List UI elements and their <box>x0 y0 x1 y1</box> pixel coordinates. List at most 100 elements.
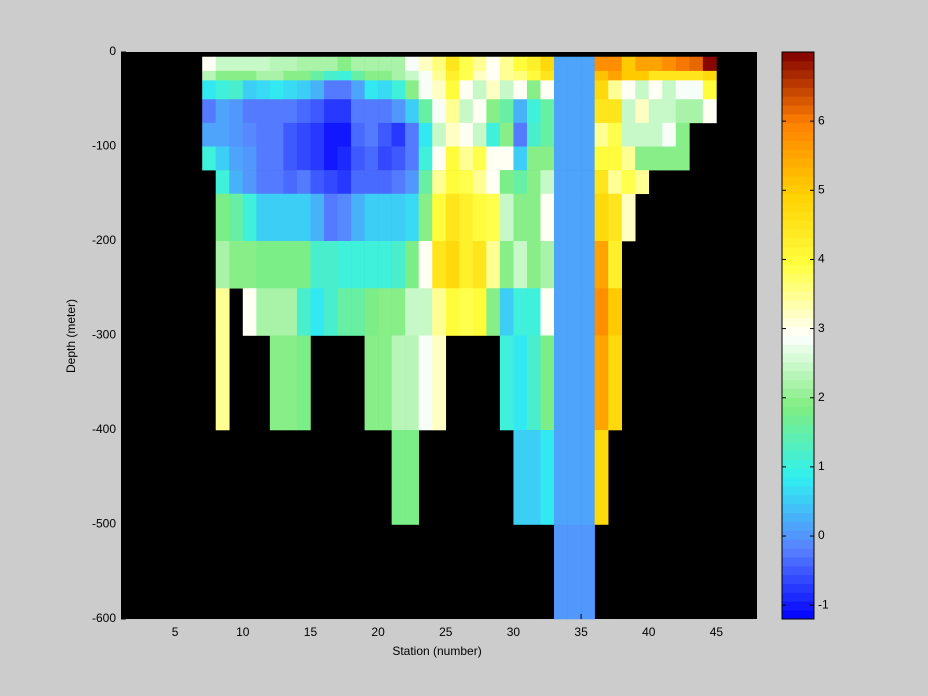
heatmap-cell <box>378 193 392 242</box>
heatmap-cell <box>608 241 622 289</box>
heatmap-cell <box>486 99 501 124</box>
colorbar-band <box>782 140 814 150</box>
heatmap-cell <box>554 170 568 195</box>
heatmap-cell <box>554 430 568 525</box>
heatmap-cell <box>608 170 622 195</box>
heatmap-cell <box>513 99 528 124</box>
x-tick-label: 30 <box>507 625 521 639</box>
heatmap-cell <box>310 288 325 336</box>
heatmap-cell <box>675 70 690 81</box>
heatmap-cell <box>648 80 663 100</box>
heatmap-cell <box>513 56 528 72</box>
heatmap-cell <box>513 241 528 289</box>
heatmap-cell <box>567 70 582 81</box>
heatmap-cell <box>351 288 365 336</box>
heatmap-cell <box>526 70 541 81</box>
colorbar-tick-label: 3 <box>818 321 825 335</box>
heatmap-cell <box>351 122 365 147</box>
colorbar-band <box>782 477 814 487</box>
colorbar-band <box>782 96 814 106</box>
heatmap-cell <box>391 430 406 525</box>
heatmap-cell <box>499 241 514 289</box>
heatmap-cell <box>648 122 663 147</box>
heatmap-cell <box>689 56 704 72</box>
heatmap-cell <box>405 99 420 124</box>
heatmap-cell <box>310 146 325 171</box>
colorbar-tick-label: 2 <box>818 390 825 404</box>
heatmap-cell <box>540 146 555 171</box>
heatmap-cell <box>432 335 447 431</box>
heatmap-cell <box>337 241 352 289</box>
heatmap-cell <box>256 241 271 289</box>
heatmap-cell <box>472 146 487 171</box>
heatmap-cell <box>486 56 501 72</box>
y-tick-label: -300 <box>92 328 116 342</box>
heatmap-cell <box>296 288 311 336</box>
heatmap-cell <box>432 70 447 81</box>
heatmap-cell <box>594 430 609 525</box>
colorbar-tick-label: 6 <box>818 113 825 127</box>
colorbar-band <box>782 229 814 239</box>
heatmap-cell <box>486 122 501 147</box>
colorbar-band <box>782 246 814 257</box>
heatmap-cell <box>351 56 365 72</box>
heatmap-cell <box>526 146 541 171</box>
colorbar-band <box>782 388 814 398</box>
heatmap-cell <box>351 70 365 81</box>
heatmap-cell <box>621 193 636 242</box>
heatmap-cell <box>581 99 595 124</box>
heatmap-cell <box>526 430 541 525</box>
heatmap-cell <box>594 241 609 289</box>
heatmap-cell <box>635 70 650 81</box>
heatmap-cell <box>635 80 650 100</box>
heatmap-cell <box>283 241 298 289</box>
heatmap-cell <box>459 288 474 336</box>
heatmap-cell <box>621 170 636 195</box>
heatmap-cell <box>445 241 460 289</box>
heatmap-cell <box>702 56 717 72</box>
heatmap-cell <box>486 170 501 195</box>
heatmap-cell <box>621 80 636 100</box>
colorbar-band <box>782 459 814 469</box>
heatmap-cell <box>418 288 433 336</box>
heatmap-cell <box>581 56 595 72</box>
heatmap-cell <box>459 122 474 147</box>
colorbar-band <box>782 60 814 71</box>
heatmap-cell <box>459 70 474 81</box>
heatmap-cell <box>554 70 568 81</box>
colorbar-band <box>782 193 814 204</box>
heatmap-cell <box>202 80 217 100</box>
heatmap-cell <box>662 56 677 72</box>
heatmap-cell <box>540 335 555 431</box>
colorbar-band <box>782 184 814 195</box>
heatmap-cell <box>229 56 244 72</box>
colorbar-band <box>782 548 814 558</box>
heatmap-cell <box>526 99 541 124</box>
heatmap-cell <box>459 80 474 100</box>
colorbar-tick-label: 4 <box>818 252 825 266</box>
heatmap-cell <box>269 241 284 289</box>
heatmap-cell <box>296 335 311 431</box>
colorbar-tick-label: 5 <box>818 182 825 196</box>
colorbar-frame <box>781 51 815 620</box>
heatmap-cell <box>378 146 392 171</box>
colorbar-band <box>782 592 814 602</box>
heatmap-cell <box>405 241 420 289</box>
heatmap-cell <box>513 146 528 171</box>
heatmap-cell <box>581 70 595 81</box>
colorbar-band <box>782 273 814 283</box>
heatmap-cell <box>418 335 433 431</box>
colorbar-band <box>782 220 814 230</box>
heatmap-cell <box>229 80 244 100</box>
y-tick-label: 0 <box>109 44 116 58</box>
heatmap-cell <box>608 122 622 147</box>
heatmap-cell <box>608 335 622 431</box>
heatmap-cell <box>242 99 257 124</box>
heatmap-cell <box>391 56 406 72</box>
y-tick-label: -100 <box>92 139 116 153</box>
heatmap-cell <box>378 241 392 289</box>
colorbar-band <box>782 308 814 319</box>
heatmap-cell <box>364 170 379 195</box>
colorbar-band <box>782 158 814 168</box>
heatmap-cell <box>364 122 379 147</box>
